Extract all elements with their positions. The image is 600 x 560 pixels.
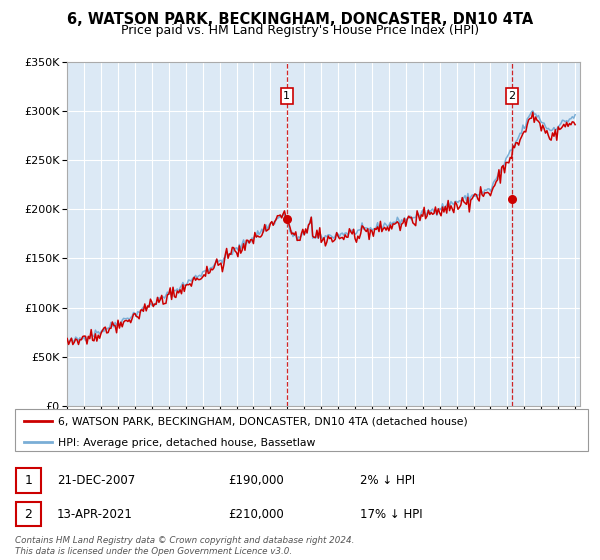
Text: 2: 2	[509, 91, 516, 101]
Text: 1: 1	[25, 474, 32, 487]
Text: 6, WATSON PARK, BECKINGHAM, DONCASTER, DN10 4TA (detached house): 6, WATSON PARK, BECKINGHAM, DONCASTER, D…	[58, 417, 468, 427]
Text: Price paid vs. HM Land Registry's House Price Index (HPI): Price paid vs. HM Land Registry's House …	[121, 24, 479, 37]
FancyBboxPatch shape	[15, 409, 588, 451]
Text: £190,000: £190,000	[228, 474, 284, 487]
Text: 2% ↓ HPI: 2% ↓ HPI	[360, 474, 415, 487]
Text: 2: 2	[25, 507, 32, 521]
Text: Contains HM Land Registry data © Crown copyright and database right 2024.
This d: Contains HM Land Registry data © Crown c…	[15, 536, 355, 556]
Text: £210,000: £210,000	[228, 507, 284, 521]
FancyBboxPatch shape	[16, 502, 41, 526]
Text: 21-DEC-2007: 21-DEC-2007	[57, 474, 135, 487]
Text: 13-APR-2021: 13-APR-2021	[57, 507, 133, 521]
Text: 17% ↓ HPI: 17% ↓ HPI	[360, 507, 422, 521]
Text: 6, WATSON PARK, BECKINGHAM, DONCASTER, DN10 4TA: 6, WATSON PARK, BECKINGHAM, DONCASTER, D…	[67, 12, 533, 27]
Text: 1: 1	[283, 91, 290, 101]
Text: HPI: Average price, detached house, Bassetlaw: HPI: Average price, detached house, Bass…	[58, 437, 316, 447]
FancyBboxPatch shape	[16, 468, 41, 493]
